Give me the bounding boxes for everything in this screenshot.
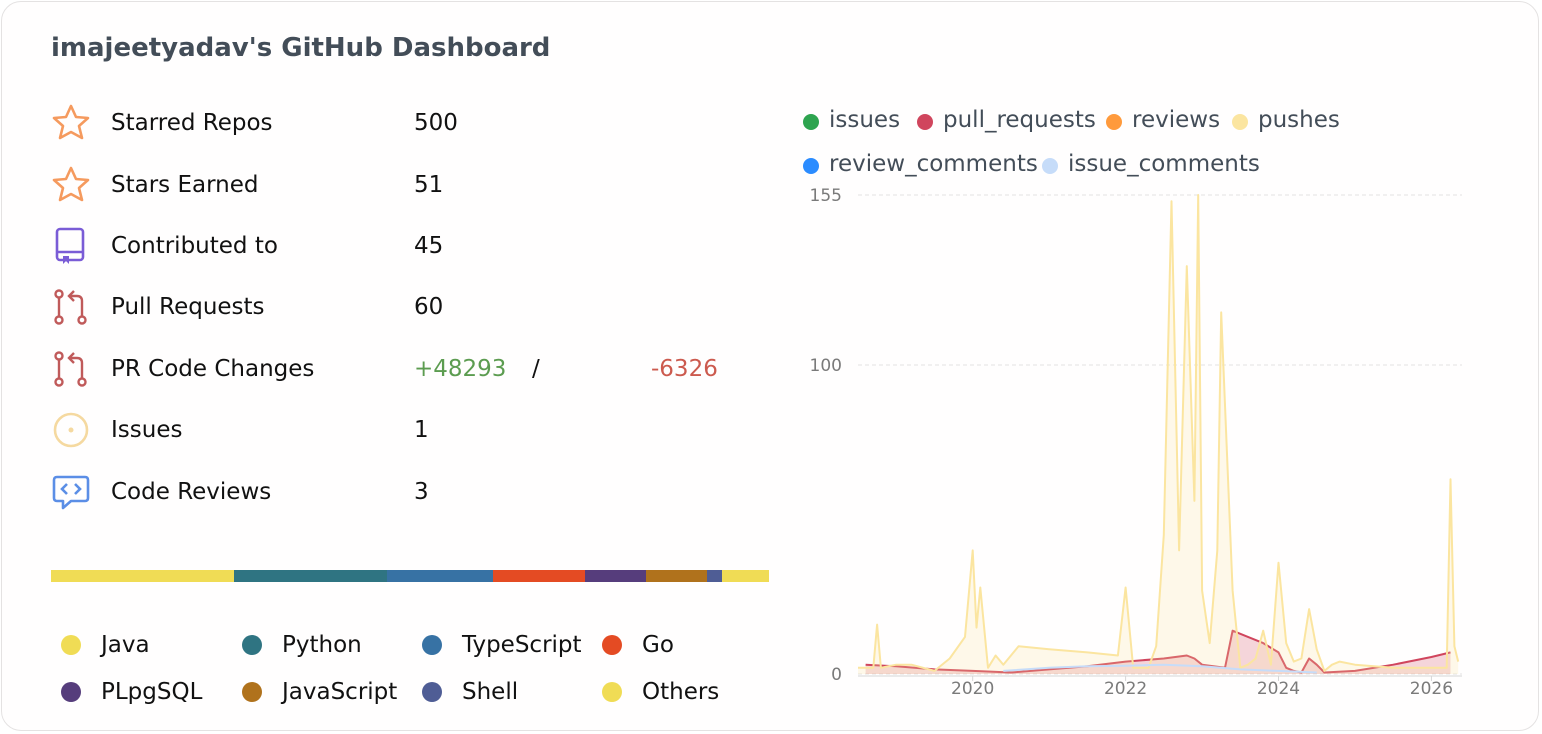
stat-value: 3 bbox=[414, 479, 429, 505]
dashboard-title: imajeetyadav's GitHub Dashboard bbox=[51, 33, 551, 63]
language-name: Java bbox=[101, 632, 150, 658]
stat-label: Contributed to bbox=[111, 233, 278, 259]
language-name: JavaScript bbox=[282, 679, 398, 705]
stat-value: 45 bbox=[414, 233, 444, 259]
stat-value: 500 bbox=[414, 110, 458, 136]
language-dot bbox=[61, 682, 81, 702]
stat-pull-requests: Pull Requests 60 bbox=[51, 287, 771, 327]
language-bar-segment bbox=[234, 570, 388, 582]
legend-label: pull_requests bbox=[943, 107, 1096, 133]
y-tick-label: 155 bbox=[810, 186, 842, 206]
x-tick-label: 2024 bbox=[1257, 679, 1300, 699]
language-legend-item: JavaScript bbox=[242, 679, 422, 712]
legend-label: issue_comments bbox=[1068, 151, 1260, 177]
separator: / bbox=[532, 356, 540, 382]
language-name: Go bbox=[642, 632, 674, 658]
additions-count: +48293 bbox=[414, 356, 507, 382]
stat-label: Starred Repos bbox=[111, 110, 273, 136]
pull-request-icon bbox=[54, 351, 87, 387]
legend-label: pushes bbox=[1258, 107, 1340, 133]
series-line-issue_comments bbox=[1003, 663, 1317, 674]
legend-label: issues bbox=[829, 107, 901, 133]
series-line-pushes bbox=[858, 194, 1460, 672]
stat-label: PR Code Changes bbox=[111, 356, 315, 382]
series-line-pull_requests bbox=[865, 629, 1451, 674]
language-name: Others bbox=[642, 679, 720, 705]
stat-value: 51 bbox=[414, 172, 444, 198]
code-review-icon bbox=[52, 475, 90, 510]
stat-stars-earned: Stars Earned 51 bbox=[51, 165, 771, 205]
language-name: PLpgSQL bbox=[101, 679, 203, 705]
star-icon bbox=[52, 166, 90, 202]
language-dot bbox=[61, 635, 81, 655]
stat-issues: Issues 1 bbox=[51, 410, 771, 450]
language-bar-segment bbox=[585, 570, 646, 582]
repo-icon bbox=[55, 227, 85, 264]
y-tick-label: 100 bbox=[810, 356, 842, 376]
series-area-pushes bbox=[858, 195, 1459, 674]
language-legend-item: TypeScript bbox=[422, 632, 602, 665]
legend-label: review_comments bbox=[829, 151, 1038, 177]
legend-dot bbox=[917, 114, 933, 130]
y-tick-label: 0 bbox=[831, 665, 842, 685]
legend-dot bbox=[1106, 114, 1122, 130]
x-tick-label: 2026 bbox=[1410, 679, 1453, 699]
language-legend-item: Shell bbox=[422, 679, 602, 712]
language-legend-item: PLpgSQL bbox=[61, 679, 241, 712]
legend-dot bbox=[1042, 158, 1058, 174]
language-legend-item: Go bbox=[602, 632, 782, 665]
stat-value: 60 bbox=[414, 294, 444, 320]
language-bar-segment bbox=[51, 570, 235, 582]
language-name: Python bbox=[282, 632, 362, 658]
pull-request-icon bbox=[54, 289, 87, 325]
language-dot bbox=[602, 635, 622, 655]
issue-icon bbox=[53, 412, 89, 448]
stat-label: Issues bbox=[111, 417, 183, 443]
stat-label: Stars Earned bbox=[111, 172, 259, 198]
language-bar-segment bbox=[493, 570, 586, 582]
stat-starred-repos: Starred Repos 500 bbox=[51, 103, 771, 143]
legend-dot bbox=[803, 158, 819, 174]
stat-code-reviews: Code Reviews 3 bbox=[51, 472, 771, 512]
language-bar-segment bbox=[706, 570, 723, 582]
language-name: Shell bbox=[462, 679, 519, 705]
stat-value: 1 bbox=[414, 417, 429, 443]
stat-label: Pull Requests bbox=[111, 294, 265, 320]
x-tick-label: 2022 bbox=[1104, 679, 1147, 699]
language-dot bbox=[242, 635, 262, 655]
language-bar-segment bbox=[645, 570, 707, 582]
stat-contributed-to: Contributed to 45 bbox=[51, 226, 771, 266]
language-dot bbox=[422, 682, 442, 702]
language-bar-segment bbox=[387, 570, 494, 582]
language-bar-segment bbox=[722, 570, 770, 582]
legend-dot bbox=[803, 114, 819, 130]
x-tick-label: 2020 bbox=[951, 679, 994, 699]
legend-label: reviews bbox=[1132, 107, 1221, 133]
activity-chart: 0 100 155 2020 2022 2024 2026 bbox=[810, 186, 1462, 699]
language-bar bbox=[51, 570, 770, 582]
language-legend-item: Python bbox=[242, 632, 422, 665]
language-legend-item: Java bbox=[61, 632, 241, 665]
language-dot bbox=[422, 635, 442, 655]
legend-dot bbox=[1232, 114, 1248, 130]
language-name: TypeScript bbox=[462, 632, 582, 658]
stat-pr-code-changes: PR Code Changes +48293 / -6326 bbox=[51, 349, 771, 389]
stat-label: Code Reviews bbox=[111, 479, 272, 505]
language-legend-item: Others bbox=[602, 679, 782, 712]
deletions-count: -6326 bbox=[651, 356, 718, 382]
star-icon bbox=[52, 104, 90, 140]
language-dot bbox=[602, 682, 622, 702]
language-dot bbox=[242, 682, 262, 702]
